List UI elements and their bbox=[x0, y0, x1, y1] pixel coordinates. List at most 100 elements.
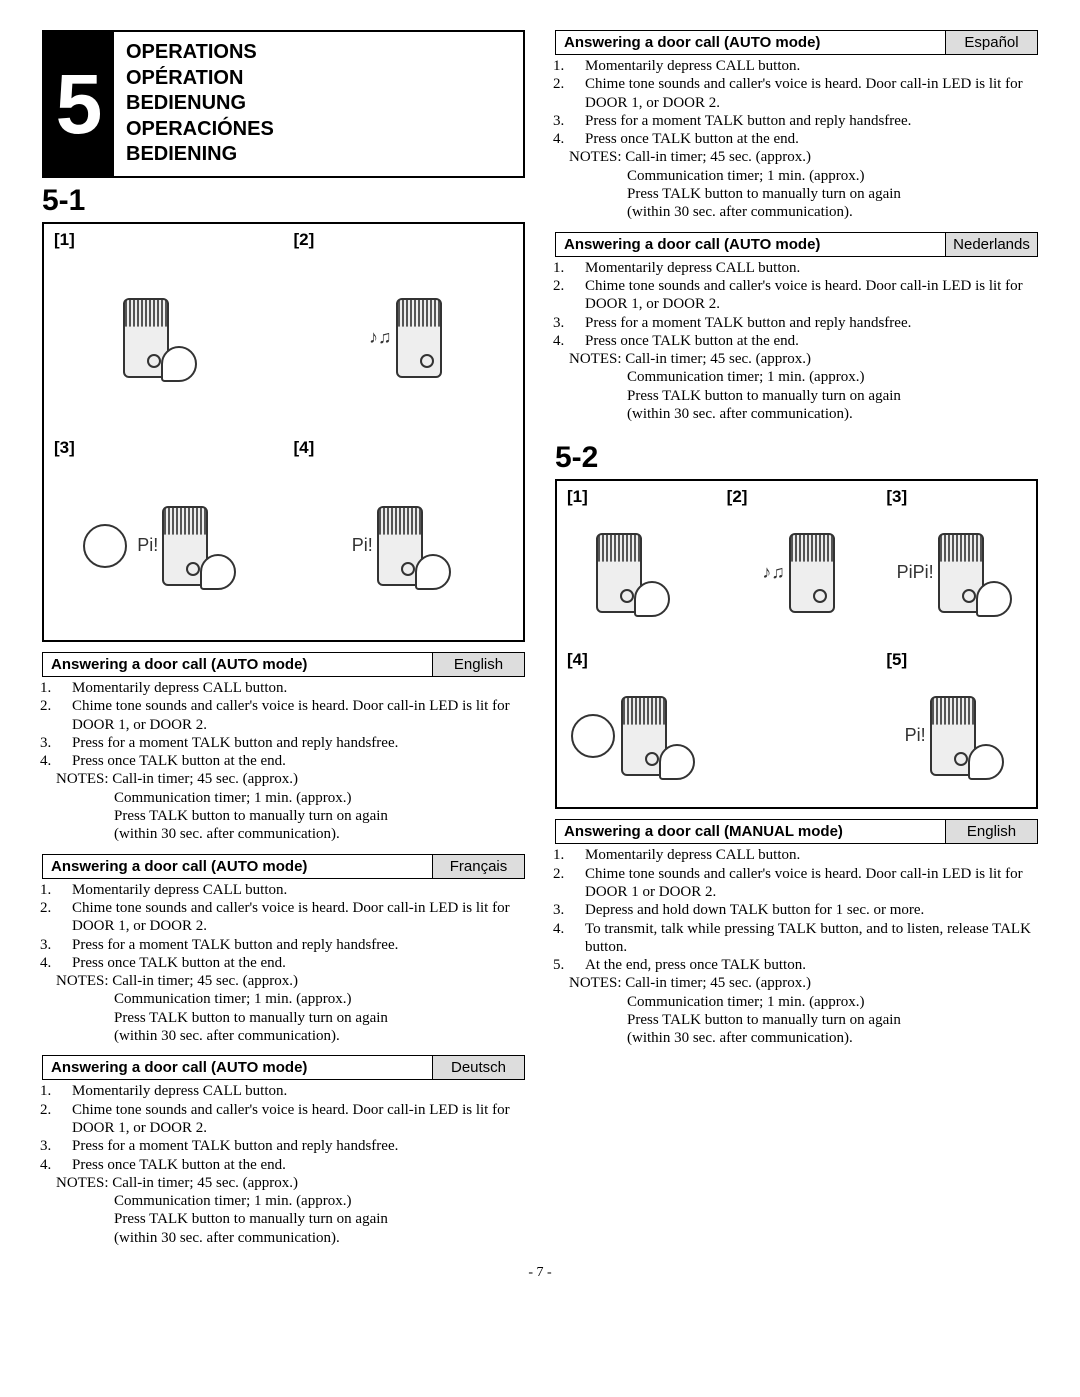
notes-line: (within 30 sec. after communication). bbox=[569, 1029, 1038, 1047]
notes-label: NOTES: bbox=[56, 1175, 109, 1191]
section-title: BEDIENUNG bbox=[126, 91, 274, 117]
notes-label: NOTES: bbox=[56, 771, 109, 787]
notes-line: Call-in timer; 45 sec. (approx.) bbox=[625, 975, 811, 991]
instruction-title: Answering a door call (MANUAL mode) bbox=[556, 820, 945, 843]
section-title: OPERATIONS bbox=[126, 40, 274, 66]
subsection-number: 5-1 bbox=[42, 184, 525, 218]
instruction-title: Answering a door call (AUTO mode) bbox=[556, 233, 945, 256]
instruction-block-auto-nl: Answering a door call (AUTO mode) Nederl… bbox=[555, 232, 1038, 424]
notes-line: (within 30 sec. after communication). bbox=[569, 405, 1038, 423]
notes-line: Press TALK button to manually turn on ag… bbox=[569, 387, 1038, 405]
diagram-cell bbox=[717, 644, 877, 807]
step: 3.Press for a moment TALK button and rep… bbox=[569, 314, 1038, 332]
notes-line: Communication timer; 1 min. (approx.) bbox=[56, 789, 525, 807]
notes-line: Communication timer; 1 min. (approx.) bbox=[56, 990, 525, 1008]
page: 5 OPERATIONS OPÉRATION BEDIENUNG OPERACI… bbox=[42, 30, 1038, 1247]
step-list: 1.Momentarily depress CALL button. 2.Chi… bbox=[42, 1082, 525, 1173]
step: 2.Chime tone sounds and caller's voice i… bbox=[569, 277, 1038, 314]
diagram-cell: [4] bbox=[557, 644, 717, 807]
notes-label: NOTES: bbox=[569, 149, 622, 165]
notes: NOTES: Call-in timer; 45 sec. (approx.) … bbox=[42, 972, 525, 1045]
instruction-header: Answering a door call (MANUAL mode) Engl… bbox=[555, 819, 1038, 844]
step-list: 1.Momentarily depress CALL button. 2.Chi… bbox=[555, 57, 1038, 148]
step: 3.Press for a moment TALK button and rep… bbox=[569, 112, 1038, 130]
instruction-block-auto-en: Answering a door call (AUTO mode) Englis… bbox=[42, 652, 525, 844]
step: 2.Chime tone sounds and caller's voice i… bbox=[569, 865, 1038, 902]
step: 1.Momentarily depress CALL button. bbox=[569, 57, 1038, 75]
step-list: 1.Momentarily depress CALL button. 2.Chi… bbox=[555, 259, 1038, 350]
step: 3.Press for a moment TALK button and rep… bbox=[56, 1137, 525, 1155]
diagram-label: [3] bbox=[54, 438, 75, 458]
notes-line: Call-in timer; 45 sec. (approx.) bbox=[112, 771, 298, 787]
notes: NOTES: Call-in timer; 45 sec. (approx.) … bbox=[555, 974, 1038, 1047]
language-badge: Español bbox=[945, 31, 1037, 54]
notes-line: Communication timer; 1 min. (approx.) bbox=[569, 368, 1038, 386]
notes-line: Communication timer; 1 min. (approx.) bbox=[56, 1192, 525, 1210]
language-badge: English bbox=[945, 820, 1037, 843]
notes-line: Call-in timer; 45 sec. (approx.) bbox=[112, 973, 298, 989]
instruction-header: Answering a door call (AUTO mode) Españo… bbox=[555, 30, 1038, 55]
diagram-label: [1] bbox=[54, 230, 75, 250]
step: 1.Momentarily depress CALL button. bbox=[569, 846, 1038, 864]
step-list: 1.Momentarily depress CALL button. 2.Chi… bbox=[555, 846, 1038, 974]
notes-line: Press TALK button to manually turn on ag… bbox=[569, 1011, 1038, 1029]
step: 4.Press once TALK button at the end. bbox=[56, 1156, 525, 1174]
diagram-cell: [3] PiPi! bbox=[876, 481, 1036, 644]
notes-line: Call-in timer; 45 sec. (approx.) bbox=[112, 1175, 298, 1191]
diagram-cell: [3] Pi! bbox=[44, 432, 284, 640]
notes-line: Communication timer; 1 min. (approx.) bbox=[569, 167, 1038, 185]
notes-line: Communication timer; 1 min. (approx.) bbox=[569, 993, 1038, 1011]
diagram-label: [1] bbox=[567, 487, 588, 507]
step: 3.Press for a moment TALK button and rep… bbox=[56, 734, 525, 752]
language-badge: Nederlands bbox=[945, 233, 1037, 256]
notes: NOTES: Call-in timer; 45 sec. (approx.) … bbox=[555, 148, 1038, 221]
step: 3.Press for a moment TALK button and rep… bbox=[56, 936, 525, 954]
instruction-header: Answering a door call (AUTO mode) Englis… bbox=[42, 652, 525, 677]
notes-label: NOTES: bbox=[569, 351, 622, 367]
step: 4.Press once TALK button at the end. bbox=[56, 752, 525, 770]
notes-line: Call-in timer; 45 sec. (approx.) bbox=[625, 149, 811, 165]
diagram-label: [2] bbox=[294, 230, 315, 250]
page-number: - 7 - bbox=[42, 1265, 1038, 1281]
instruction-block-auto-es: Answering a door call (AUTO mode) Españo… bbox=[555, 30, 1038, 222]
language-badge: Français bbox=[432, 855, 524, 878]
notes-line: Press TALK button to manually turn on ag… bbox=[569, 185, 1038, 203]
notes: NOTES: Call-in timer; 45 sec. (approx.) … bbox=[42, 1174, 525, 1247]
instruction-header: Answering a door call (AUTO mode) França… bbox=[42, 854, 525, 879]
step-list: 1.Momentarily depress CALL button. 2.Chi… bbox=[42, 679, 525, 770]
diagram-label: [4] bbox=[567, 650, 588, 670]
section-title: OPERACIÓNES bbox=[126, 117, 274, 143]
instruction-title: Answering a door call (AUTO mode) bbox=[43, 855, 432, 878]
notes-line: (within 30 sec. after communication). bbox=[56, 1229, 525, 1247]
diagram-label: [5] bbox=[886, 650, 907, 670]
diagram-5-2: [1] [2] ♪♫ [3] PiPi! [4] [5] Pi! bbox=[555, 479, 1038, 809]
diagram-label: [4] bbox=[294, 438, 315, 458]
step: 4.To transmit, talk while pressing TALK … bbox=[569, 920, 1038, 957]
diagram-label: [3] bbox=[886, 487, 907, 507]
notes-line: Call-in timer; 45 sec. (approx.) bbox=[625, 351, 811, 367]
step: 5.At the end, press once TALK button. bbox=[569, 956, 1038, 974]
instruction-title: Answering a door call (AUTO mode) bbox=[43, 653, 432, 676]
diagram-5-1: [1] [2] ♪♫ [3] Pi! [4] Pi! bbox=[42, 222, 525, 642]
instruction-block-manual-en: Answering a door call (MANUAL mode) Engl… bbox=[555, 819, 1038, 1047]
notes-line: (within 30 sec. after communication). bbox=[569, 203, 1038, 221]
section-header: 5 OPERATIONS OPÉRATION BEDIENUNG OPERACI… bbox=[42, 30, 525, 178]
instruction-title: Answering a door call (AUTO mode) bbox=[43, 1056, 432, 1079]
section-titles: OPERATIONS OPÉRATION BEDIENUNG OPERACIÓN… bbox=[114, 32, 284, 176]
step: 2.Chime tone sounds and caller's voice i… bbox=[569, 75, 1038, 112]
diagram-cell: [1] bbox=[44, 224, 284, 432]
section-number: 5 bbox=[44, 32, 114, 176]
step: 2.Chime tone sounds and caller's voice i… bbox=[56, 899, 525, 936]
step: 2.Chime tone sounds and caller's voice i… bbox=[56, 697, 525, 734]
step: 4.Press once TALK button at the end. bbox=[569, 332, 1038, 350]
section-title: OPÉRATION bbox=[126, 66, 274, 92]
notes: NOTES: Call-in timer; 45 sec. (approx.) … bbox=[555, 350, 1038, 423]
notes-line: Press TALK button to manually turn on ag… bbox=[56, 807, 525, 825]
instruction-block-auto-de: Answering a door call (AUTO mode) Deutsc… bbox=[42, 1055, 525, 1247]
instruction-block-auto-fr: Answering a door call (AUTO mode) França… bbox=[42, 854, 525, 1046]
step: 3.Depress and hold down TALK button for … bbox=[569, 901, 1038, 919]
diagram-label: [2] bbox=[727, 487, 748, 507]
diagram-cell: [5] Pi! bbox=[876, 644, 1036, 807]
step: 1.Momentarily depress CALL button. bbox=[56, 679, 525, 697]
right-column: Answering a door call (AUTO mode) Españo… bbox=[555, 30, 1038, 1247]
